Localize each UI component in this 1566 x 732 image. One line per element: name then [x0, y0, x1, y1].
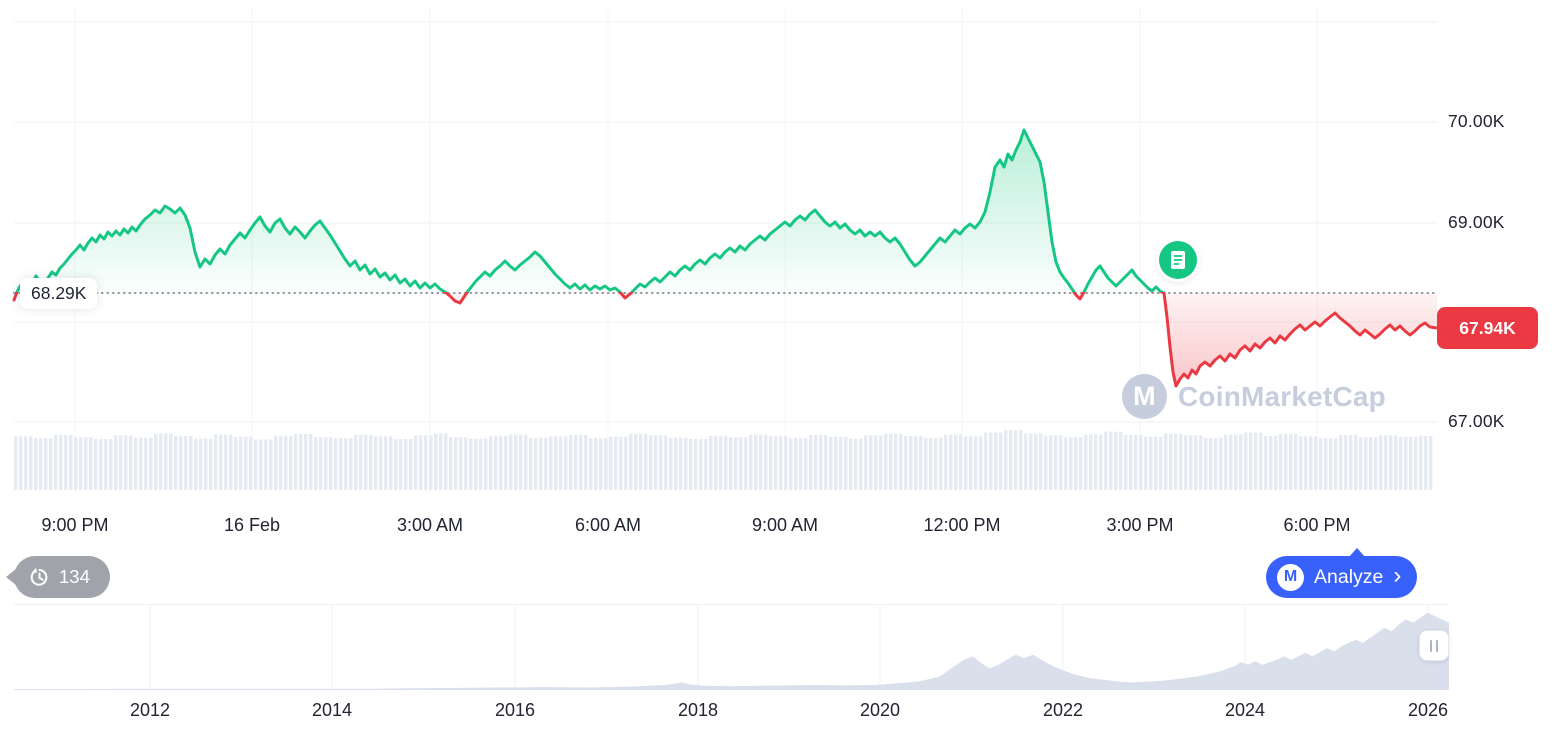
- volume-bars: [14, 429, 1433, 490]
- coinmarketcap-logo-icon: M: [1122, 374, 1167, 419]
- news-marker-icon[interactable]: [1159, 241, 1197, 279]
- mini-chart-resize-handle[interactable]: [1419, 630, 1449, 661]
- coinmarketcap-logo-icon: M: [1277, 563, 1304, 591]
- year-axis-tick: 2022: [1042, 700, 1084, 720]
- analyze-button-label: Analyze: [1314, 565, 1384, 588]
- chevron-right-icon: ›: [1393, 561, 1402, 589]
- time-axis-tick: 12:00 PM: [923, 515, 1001, 535]
- analyze-button[interactable]: M Analyze ›: [1266, 548, 1418, 598]
- coinmarketcap-watermark: M CoinMarketCap: [1122, 374, 1386, 419]
- watermark-text: CoinMarketCap: [1178, 380, 1386, 412]
- year-axis-tick: 2018: [677, 700, 719, 720]
- price-series: [12, 128, 1438, 388]
- last-price-badge: 67.94K: [1437, 307, 1538, 349]
- time-axis-tick: 16 Feb: [223, 515, 281, 535]
- time-axis-tick: 6:00 AM: [574, 515, 642, 535]
- document-icon: [1171, 251, 1185, 269]
- time-axis-tick: 6:00 PM: [1283, 515, 1351, 535]
- year-axis-tick: 2026: [1407, 700, 1449, 720]
- time-axis-tick: 3:00 PM: [1106, 515, 1174, 535]
- year-axis-tick: 2012: [129, 700, 171, 720]
- time-axis-tick: 3:00 AM: [396, 515, 464, 535]
- history-count: 134: [59, 566, 90, 587]
- open-price-label: 68.29K: [20, 278, 98, 309]
- grip-icon: [1436, 639, 1438, 652]
- price-axis-tick: 70.00K: [1448, 111, 1505, 131]
- year-axis-tick: 2014: [311, 700, 353, 720]
- timeline-minimap[interactable]: [0, 604, 1566, 690]
- history-clock-icon: [30, 567, 48, 586]
- price-axis-tick: 69.00K: [1448, 212, 1505, 232]
- price-axis-tick: 67.00K: [1448, 411, 1505, 431]
- minimap-area: [14, 604, 1449, 690]
- price-chart-canvas[interactable]: [0, 0, 1566, 500]
- year-axis-tick: 2016: [494, 700, 536, 720]
- year-axis-tick: 2020: [859, 700, 901, 720]
- time-axis-tick: 9:00 PM: [41, 515, 109, 535]
- grip-icon: [1430, 639, 1432, 652]
- time-axis-tick: 9:00 AM: [751, 515, 819, 535]
- history-count-badge[interactable]: 134: [6, 556, 110, 598]
- year-axis-tick: 2024: [1224, 700, 1266, 720]
